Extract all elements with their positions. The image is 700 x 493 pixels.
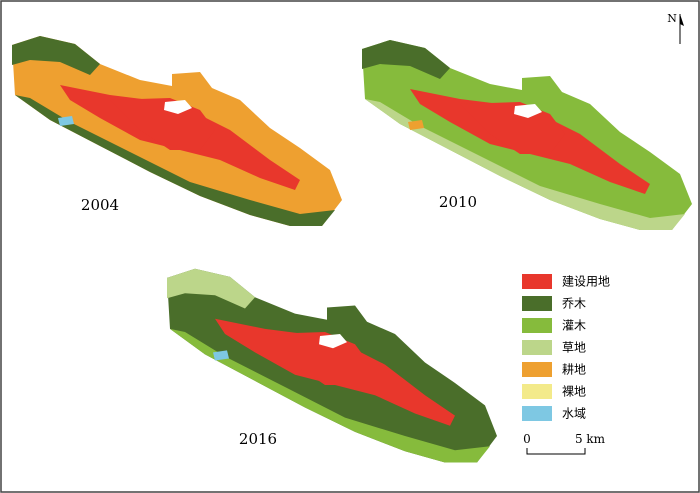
legend-swatch <box>522 296 552 311</box>
legend-label: 耕地 <box>562 362 586 377</box>
north-arrow: N <box>667 12 684 44</box>
scale-label: 0 <box>523 432 531 446</box>
legend-label: 建设用地 <box>562 275 610 289</box>
legend-label: 裸地 <box>562 384 586 399</box>
legend-swatch <box>522 274 552 289</box>
legend-label: 灌木 <box>562 319 586 333</box>
map-2016 <box>167 268 497 463</box>
map-year: 2010 <box>439 193 477 211</box>
north-head <box>680 14 684 26</box>
legend-swatch <box>522 340 552 355</box>
legend-swatch <box>522 318 552 333</box>
map-2010 <box>362 40 692 230</box>
map-year: 2004 <box>81 196 119 214</box>
scale-label: 5 km <box>575 432 606 446</box>
legend-label: 草地 <box>562 341 586 355</box>
map-year: 2016 <box>239 430 277 448</box>
scale-line <box>526 448 586 455</box>
north-label: N <box>667 12 677 25</box>
legend-label: 水域 <box>562 407 586 421</box>
legend-swatch <box>522 406 552 421</box>
scale-bar: 0 5 km <box>523 432 606 455</box>
legend-swatch <box>522 362 552 377</box>
legend-swatch <box>522 384 552 399</box>
legend-label: 乔木 <box>562 297 586 311</box>
map-2004 <box>12 36 342 226</box>
